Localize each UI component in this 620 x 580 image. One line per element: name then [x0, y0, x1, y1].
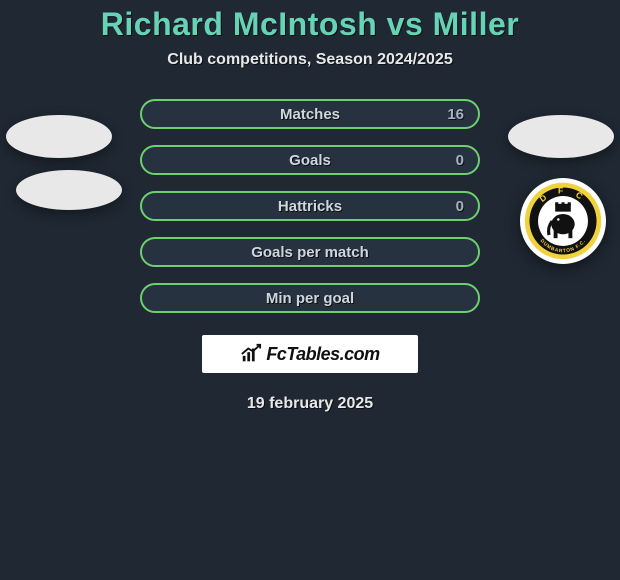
stat-value-right: 16	[447, 101, 464, 127]
stat-label: Min per goal	[142, 285, 478, 311]
stat-row: Min per goal	[140, 283, 480, 313]
page-subtitle: Club competitions, Season 2024/2025	[0, 51, 620, 69]
crest-icon: D F C DUMBARTON F.C.	[524, 182, 602, 260]
stat-row: Goals0	[140, 145, 480, 175]
stat-label: Goals	[142, 147, 478, 173]
stat-value-right: 0	[456, 147, 464, 173]
source-badge[interactable]: FcTables.com	[202, 335, 418, 373]
stat-row: Goals per match	[140, 237, 480, 267]
stat-row: Matches16	[140, 99, 480, 129]
comparison-card: Richard McIntosh vs Miller Club competit…	[0, 0, 620, 413]
date-label: 19 february 2025	[0, 395, 620, 413]
player2-club-crest: D F C DUMBARTON F.C.	[520, 178, 606, 264]
stat-value-right: 0	[456, 193, 464, 219]
player1-club-marker	[16, 170, 122, 210]
stat-label: Hattricks	[142, 193, 478, 219]
source-label: FcTables.com	[266, 344, 379, 365]
player1-avatar	[6, 115, 112, 158]
page-title: Richard McIntosh vs Miller	[0, 6, 620, 43]
stat-label: Matches	[142, 101, 478, 127]
stat-label: Goals per match	[142, 239, 478, 265]
chart-icon	[240, 343, 262, 365]
player2-avatar	[508, 115, 614, 158]
stat-row: Hattricks0	[140, 191, 480, 221]
